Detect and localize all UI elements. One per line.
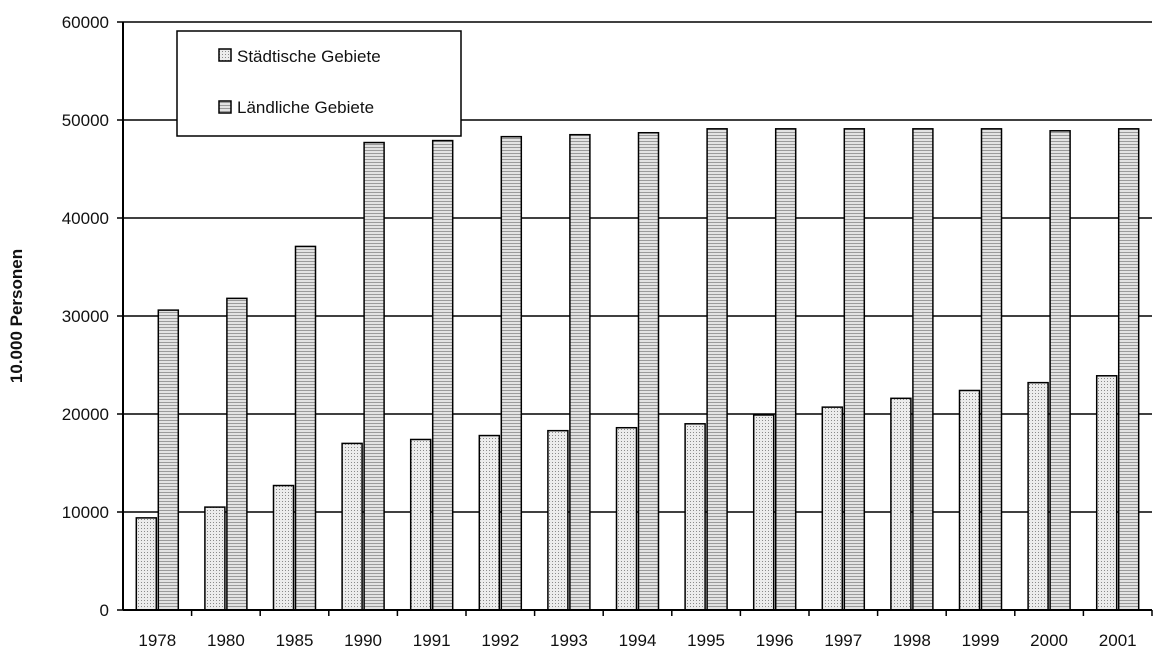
bar-rural: [706, 128, 728, 611]
x-tick-label: 1997: [824, 631, 862, 650]
bar-urban: [204, 506, 226, 611]
bar-rural: [774, 128, 797, 611]
x-tick-label: 1985: [276, 631, 314, 650]
x-tick-label: 1990: [344, 631, 382, 650]
bar-urban: [272, 484, 295, 611]
y-tick-label: 50000: [62, 111, 109, 130]
bar-urban: [547, 429, 569, 611]
bar-rural: [980, 128, 1003, 611]
y-tick-label: 20000: [62, 405, 109, 424]
bars: [135, 128, 1140, 611]
legend-swatch-urban: [218, 48, 232, 62]
y-tick-label: 60000: [62, 13, 109, 32]
bar-urban: [1095, 375, 1118, 611]
bar-urban: [478, 434, 501, 611]
bar-urban: [752, 414, 775, 611]
bar-rural: [157, 309, 180, 611]
x-tick-label: 1995: [687, 631, 725, 650]
legend: Städtische Gebiete Ländliche Gebiete: [176, 30, 462, 137]
y-tick-label: 10000: [62, 503, 109, 522]
bar-rural: [843, 128, 866, 611]
bar-rural: [431, 139, 454, 611]
bar-rural: [226, 297, 248, 611]
x-tick-label: 1996: [756, 631, 794, 650]
x-tick-label: 1999: [962, 631, 1000, 650]
bar-urban: [890, 397, 912, 611]
legend-swatch-rural: [218, 100, 232, 114]
legend-label-urban: Städtische Gebiete: [237, 47, 381, 66]
x-tick-label: 1998: [893, 631, 931, 650]
y-tick-label: 40000: [62, 209, 109, 228]
bar-rural: [912, 128, 934, 611]
x-tick-label: 2000: [1030, 631, 1068, 650]
x-tick-label: 1992: [481, 631, 519, 650]
x-axis-ticks: 1978 1980 1985 1990 1991 1992 1993 1994 1995 1996…: [138, 610, 1153, 650]
bar-rural: [637, 131, 660, 611]
x-tick-label: 1991: [413, 631, 451, 650]
gridlines: [117, 21, 1152, 611]
bar-rural: [294, 245, 317, 611]
x-tick-label: 1993: [550, 631, 588, 650]
y-axis-label: 10.000 Personen: [7, 249, 26, 383]
y-tick-label: 30000: [62, 307, 109, 326]
x-tick-label: 1980: [207, 631, 245, 650]
bar-urban: [135, 517, 158, 611]
x-tick-label: 2001: [1099, 631, 1137, 650]
bar-rural: [569, 133, 591, 611]
y-axis-ticks: 0 10000 20000 30000 40000 50000 60000: [62, 13, 109, 620]
bar-rural: [500, 135, 523, 611]
bar-rural: [1117, 128, 1140, 611]
x-tick-label: 1994: [619, 631, 657, 650]
bar-urban: [409, 438, 432, 611]
bar-rural: [363, 141, 385, 611]
y-tick-label: 0: [100, 601, 109, 620]
bar-urban: [684, 423, 706, 611]
bar-urban: [1027, 381, 1049, 611]
bar-urban: [958, 389, 981, 611]
legend-label-rural: Ländliche Gebiete: [237, 98, 374, 117]
bar-urban: [821, 406, 844, 611]
bar-urban: [615, 426, 638, 611]
x-tick-label: 1978: [138, 631, 176, 650]
bar-urban: [341, 442, 363, 611]
bar-rural: [1049, 130, 1071, 611]
